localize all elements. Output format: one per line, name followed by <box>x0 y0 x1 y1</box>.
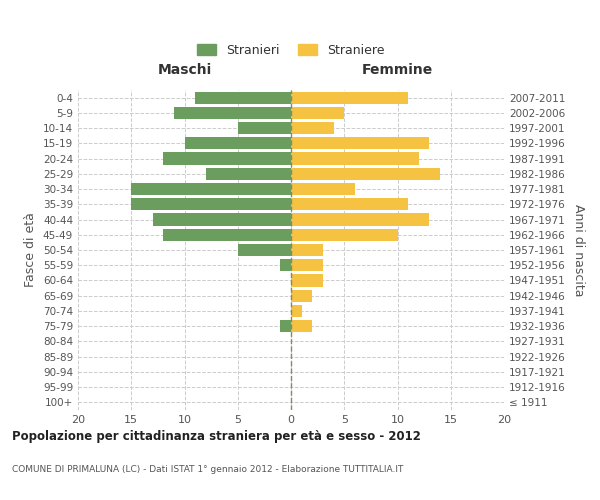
Text: Femmine: Femmine <box>362 63 433 77</box>
Text: COMUNE DI PRIMALUNA (LC) - Dati ISTAT 1° gennaio 2012 - Elaborazione TUTTITALIA.: COMUNE DI PRIMALUNA (LC) - Dati ISTAT 1°… <box>12 465 403 474</box>
Bar <box>206 168 291 180</box>
Bar <box>238 122 291 134</box>
Text: Maschi: Maschi <box>157 63 212 77</box>
Text: Popolazione per cittadinanza straniera per età e sesso - 2012: Popolazione per cittadinanza straniera p… <box>12 430 421 443</box>
Bar <box>131 198 291 210</box>
Bar <box>163 152 291 164</box>
Bar <box>291 198 408 210</box>
Bar <box>291 152 419 164</box>
Bar <box>291 290 313 302</box>
Bar <box>291 228 398 241</box>
Bar <box>280 259 291 272</box>
Bar <box>291 320 313 332</box>
Bar <box>238 244 291 256</box>
Bar <box>131 183 291 195</box>
Bar <box>280 320 291 332</box>
Bar <box>291 244 323 256</box>
Bar <box>291 168 440 180</box>
Bar <box>291 183 355 195</box>
Bar <box>163 228 291 241</box>
Bar <box>291 137 430 149</box>
Y-axis label: Fasce di età: Fasce di età <box>25 212 37 288</box>
Bar <box>185 137 291 149</box>
Bar <box>291 214 430 226</box>
Legend: Stranieri, Straniere: Stranieri, Straniere <box>193 38 389 62</box>
Y-axis label: Anni di nascita: Anni di nascita <box>572 204 585 296</box>
Bar <box>291 274 323 286</box>
Bar <box>291 259 323 272</box>
Bar <box>291 122 334 134</box>
Bar <box>291 92 408 104</box>
Bar <box>291 305 302 317</box>
Bar <box>152 214 291 226</box>
Bar <box>195 92 291 104</box>
Bar <box>174 107 291 119</box>
Bar <box>291 107 344 119</box>
